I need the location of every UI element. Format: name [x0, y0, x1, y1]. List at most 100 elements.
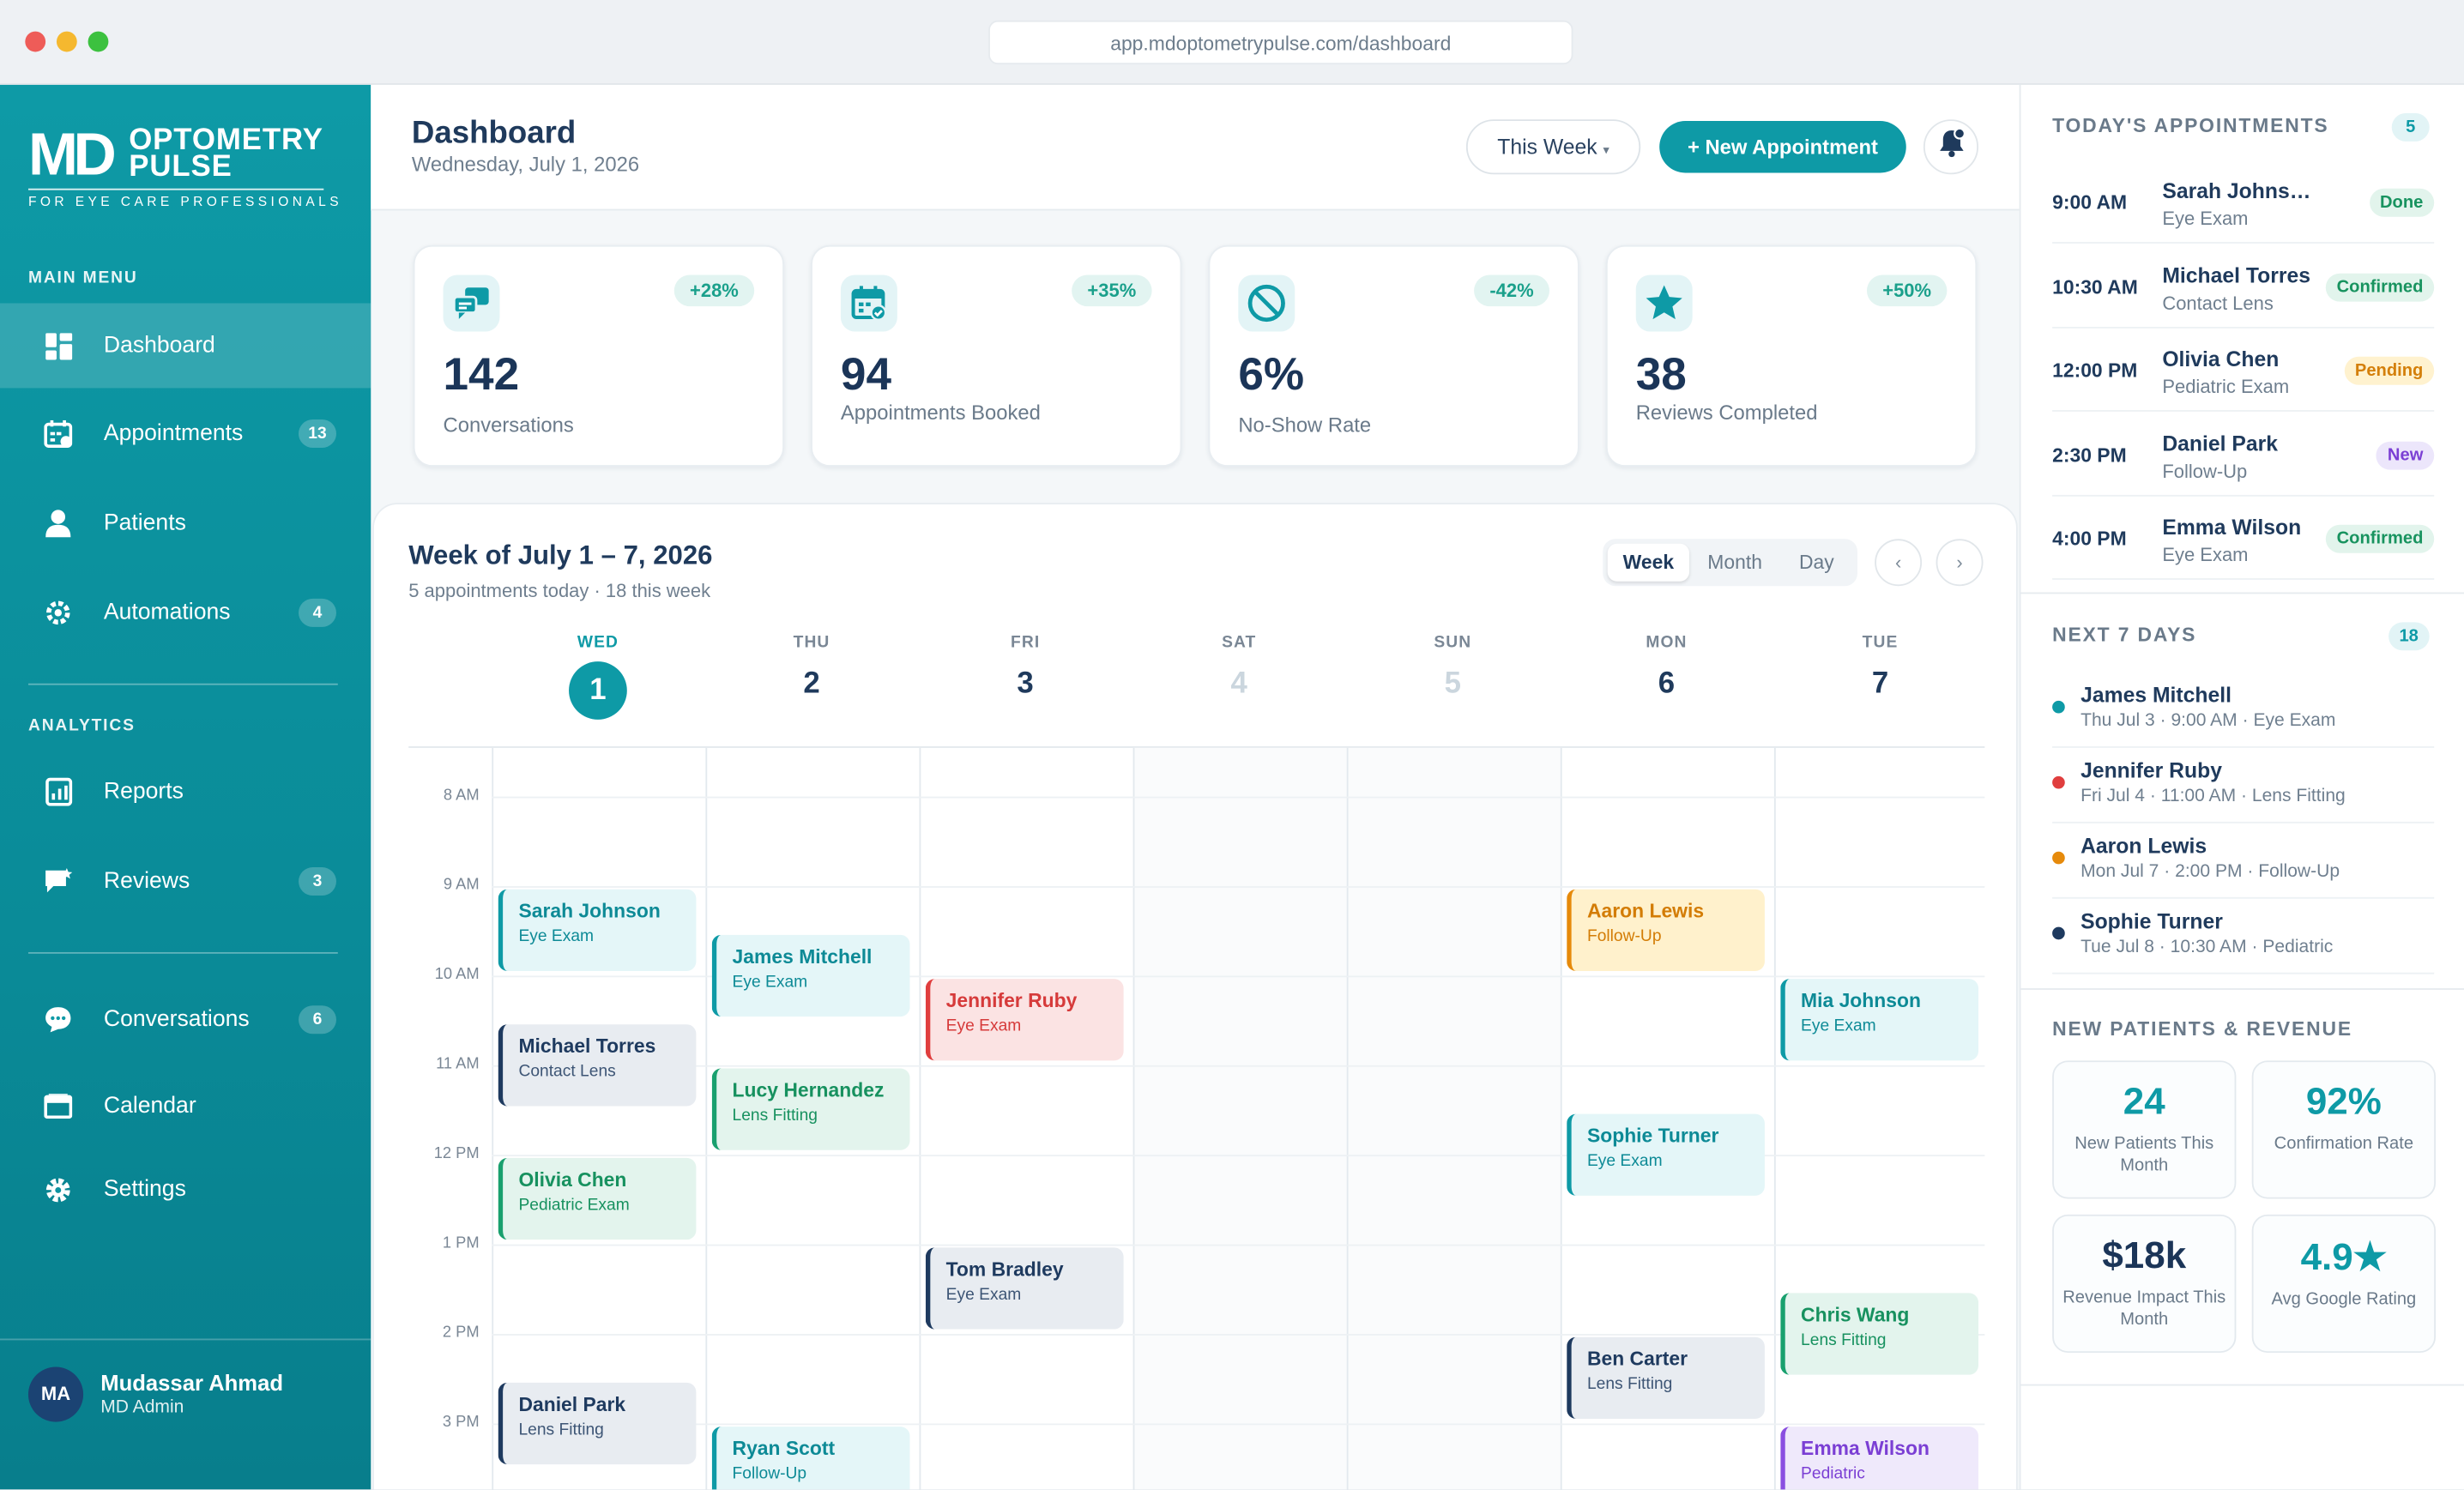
- day-header-wed[interactable]: WED 1: [492, 633, 704, 720]
- stat-card-no-show[interactable]: -42% 6% No-Show Rate: [1208, 244, 1579, 467]
- appointment-event[interactable]: Chris Wang Lens Fitting: [1780, 1292, 1979, 1374]
- prev-week-button[interactable]: ‹: [1875, 539, 1923, 587]
- notifications-button[interactable]: [1923, 119, 1979, 175]
- close-window-dot[interactable]: [25, 31, 46, 52]
- event-type: Pediatric Exam: [518, 1195, 630, 1215]
- day-header-fri[interactable]: FRI 3: [920, 633, 1132, 703]
- date-range-dropdown[interactable]: This Week ▾: [1465, 119, 1641, 175]
- sidebar-item-calendar[interactable]: Calendar: [0, 1064, 371, 1149]
- stat-card-conversations[interactable]: +28% 142 Conversations: [413, 244, 784, 467]
- kpi-value: 92%: [2305, 1081, 2382, 1124]
- review-icon: [44, 867, 73, 896]
- event-type: Eye Exam: [732, 971, 808, 991]
- day-date: 4: [1230, 667, 1247, 701]
- view-month-button[interactable]: Month: [1707, 551, 1762, 574]
- appointment-event[interactable]: Mia Johnson Eye Exam: [1780, 979, 1979, 1061]
- analytics-label: ANALYTICS: [27, 716, 136, 736]
- next-7-count-badge: 18: [2388, 622, 2430, 651]
- today-appointments-title: TODAY'S APPOINTMENTS: [2052, 114, 2329, 137]
- stat-change-badge: +35%: [1072, 274, 1152, 307]
- status-dot: [2052, 700, 2065, 714]
- appointment-event[interactable]: James Mitchell Eye Exam: [711, 933, 910, 1016]
- sidebar-item-dashboard[interactable]: Dashboard: [0, 303, 371, 389]
- event-patient-name: Olivia Chen: [518, 1168, 627, 1191]
- sidebar-item-reviews[interactable]: Reviews 3: [0, 839, 371, 924]
- section-divider: [2020, 592, 2464, 594]
- appointment-event[interactable]: Olivia Chen Pediatric Exam: [498, 1157, 697, 1240]
- upcoming-appointment-row[interactable]: James Mitchell Thu Jul 3 · 9:00 AM · Eye …: [2052, 673, 2435, 748]
- today-appointment-row[interactable]: 12:00 PM Olivia Chen Pediatric Exam Pending: [2052, 329, 2435, 412]
- event-patient-name: Daniel Park: [518, 1392, 626, 1415]
- kpi-card[interactable]: 92% Confirmation Rate: [2251, 1060, 2437, 1199]
- appointment-event[interactable]: Daniel Park Lens Fitting: [498, 1381, 697, 1464]
- upcoming-patient: Aaron Lewis: [2081, 834, 2207, 859]
- stat-card-appointments[interactable]: +35% 94 Appointments Booked: [811, 244, 1182, 467]
- upcoming-appointment-row[interactable]: Sophie Turner Tue Jul 8 · 10:30 AM · Pedi…: [2052, 899, 2435, 974]
- column-divider: [919, 747, 921, 1490]
- appointment-event[interactable]: Lucy Hernandez Lens Fitting: [711, 1068, 910, 1150]
- appointment-event[interactable]: Michael Torres Contact Lens: [498, 1023, 697, 1106]
- appointment-event[interactable]: Tom Bradley Eye Exam: [925, 1247, 1124, 1330]
- day-header-tue[interactable]: TUE 7: [1774, 633, 1986, 703]
- appointment-type: Contact Lens: [2162, 291, 2274, 314]
- sidebar-item-automations[interactable]: Automations 4: [0, 570, 371, 655]
- event-patient-name: James Mitchell: [732, 944, 873, 968]
- event-patient-name: Ryan Scott: [732, 1437, 836, 1460]
- day-header-thu[interactable]: THU 2: [705, 633, 917, 703]
- star-icon: [1635, 274, 1693, 332]
- stat-value: 6%: [1238, 350, 1305, 401]
- new-appointment-button[interactable]: + New Appointment: [1659, 121, 1906, 173]
- kpi-card[interactable]: 4.9★ Avg Google Rating: [2251, 1214, 2437, 1354]
- day-header-mon[interactable]: MON 6: [1561, 633, 1773, 703]
- day-header-sun[interactable]: SUN 5: [1347, 633, 1559, 703]
- sidebar-item-reports[interactable]: Reports: [0, 750, 371, 835]
- sidebar-divider: [27, 683, 338, 685]
- sidebar-item-label: Automations: [103, 600, 231, 625]
- today-appointment-row[interactable]: 10:30 AM Michael Torres Contact Lens Confir…: [2052, 244, 2435, 328]
- kpi-card[interactable]: 24 New Patients This Month: [2052, 1060, 2237, 1199]
- minimize-window-dot[interactable]: [56, 31, 77, 52]
- logo-mark: MD: [27, 122, 117, 189]
- logo-name: OPTOMETRY PULSE: [129, 124, 323, 184]
- upcoming-appointment-row[interactable]: Jennifer Ruby Fri Jul 4 · 11:00 AM · Lens…: [2052, 748, 2435, 823]
- appointment-event[interactable]: Sophie Turner Eye Exam: [1567, 1113, 1765, 1195]
- sidebar-item-settings[interactable]: Settings: [0, 1147, 371, 1232]
- view-day-button[interactable]: Day: [1798, 551, 1834, 574]
- upcoming-appointment-row[interactable]: Aaron Lewis Mon Jul 7 · 2:00 PM · Follow-…: [2052, 823, 2435, 899]
- today-appointment-row[interactable]: 4:00 PM Emma Wilson Eye Exam Confirmed: [2052, 497, 2435, 580]
- weekend-column: [1132, 747, 1347, 1490]
- hour-label: 9 AM: [443, 877, 480, 895]
- event-patient-name: Tom Bradley: [945, 1258, 1064, 1281]
- stat-card-reviews[interactable]: +50% 38 Reviews Completed: [1605, 244, 1978, 467]
- appointments-count-badge: 13: [299, 419, 336, 449]
- next-week-button[interactable]: ›: [1936, 539, 1984, 587]
- brand-logo[interactable]: MD OPTOMETRY PULSE FOR EYE CARE PROFESSIO…: [27, 122, 342, 211]
- view-week-button[interactable]: Week: [1607, 543, 1690, 582]
- appointment-event[interactable]: Aaron Lewis Follow-Up: [1567, 889, 1765, 971]
- user-profile[interactable]: MA Mudassar Ahmad MD Admin: [0, 1338, 371, 1490]
- appointment-event[interactable]: Sarah Johnson Eye Exam: [498, 889, 697, 971]
- today-appointment-row[interactable]: 9:00 AM Sarah Johnson Eye Exam Done: [2052, 160, 2435, 244]
- today-appointment-row[interactable]: 2:30 PM Daniel Park Follow-Up New: [2052, 413, 2435, 496]
- sidebar-item-appointments[interactable]: Appointments 13: [0, 391, 371, 476]
- day-name: SUN: [1434, 633, 1472, 653]
- address-bar[interactable]: app.mdoptometrypulse.com/dashboard: [988, 20, 1573, 65]
- sidebar-item-conversations[interactable]: Conversations 6: [0, 977, 371, 1062]
- appointment-event[interactable]: Emma Wilson Pediatric: [1780, 1427, 1979, 1490]
- status-badge: Confirmed: [2325, 524, 2435, 553]
- calendar-check-icon: [44, 419, 73, 449]
- kpi-card[interactable]: $18k Revenue Impact This Month: [2052, 1214, 2237, 1354]
- gear-icon: [44, 1175, 72, 1203]
- appointment-patient: Daniel Park: [2162, 431, 2279, 455]
- day-header-sat[interactable]: SAT 4: [1133, 633, 1345, 703]
- event-type: Pediatric: [1801, 1464, 1865, 1484]
- hour-line: [492, 1244, 1985, 1246]
- upcoming-details: Fri Jul 4 · 11:00 AM · Lens Fitting: [2081, 787, 2346, 806]
- maximize-window-dot[interactable]: [88, 31, 109, 52]
- appointment-event[interactable]: Jennifer Ruby Eye Exam: [925, 979, 1124, 1061]
- hour-line: [492, 1423, 1985, 1426]
- appointment-event[interactable]: Ryan Scott Follow-Up: [711, 1427, 910, 1490]
- sidebar-item-label: Patients: [103, 510, 186, 536]
- appointment-event[interactable]: Ben Carter Lens Fitting: [1567, 1336, 1765, 1419]
- sidebar-item-patients[interactable]: Patients: [0, 480, 371, 565]
